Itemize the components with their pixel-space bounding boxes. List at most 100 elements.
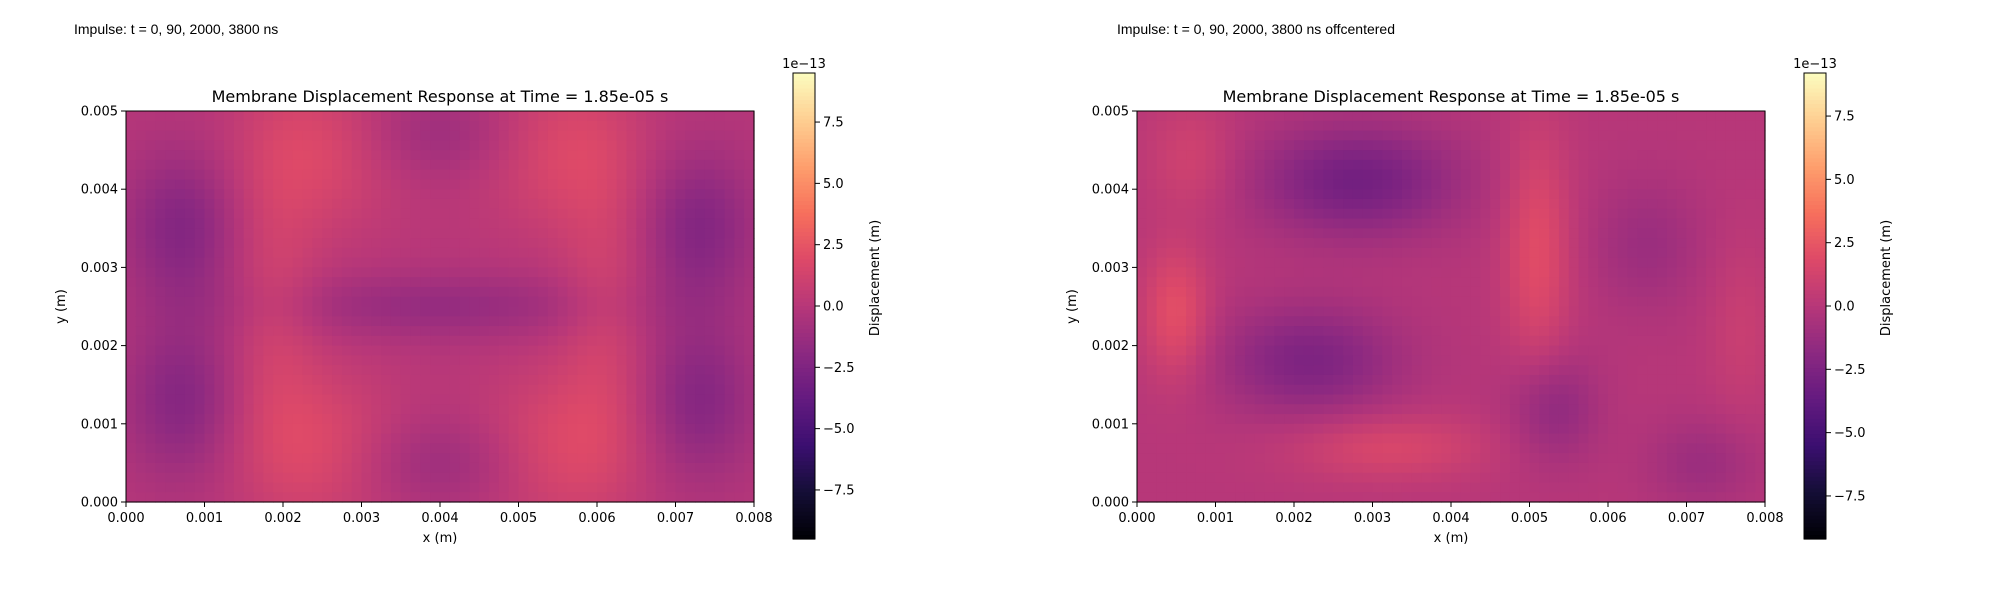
heatmap-cell xyxy=(1490,140,1501,151)
heatmap-cell xyxy=(390,130,402,141)
heatmap-cell xyxy=(1362,355,1374,366)
heatmap-cell xyxy=(233,423,245,435)
heatmap-cell xyxy=(1549,169,1560,181)
heatmap-cell xyxy=(744,277,755,288)
heatmap-cell xyxy=(1146,277,1158,288)
heatmap-cell xyxy=(410,433,421,444)
heatmap-cell xyxy=(1303,179,1315,190)
heatmap-cell xyxy=(1401,423,1413,435)
heatmap-cell xyxy=(1431,140,1442,151)
heatmap-cell xyxy=(381,228,392,239)
heatmap-cell xyxy=(1254,414,1266,425)
heatmap-cell xyxy=(302,384,314,396)
heatmap-cell xyxy=(1578,111,1589,122)
heatmap-cell xyxy=(1274,355,1285,366)
heatmap-cell xyxy=(390,423,402,435)
heatmap-cell xyxy=(322,374,333,386)
heatmap-cell xyxy=(489,345,500,356)
heatmap-cell xyxy=(341,296,353,308)
heatmap-cell xyxy=(1333,257,1344,269)
heatmap-cell xyxy=(1372,111,1383,122)
heatmap-cell xyxy=(1451,306,1462,317)
heatmap-cell xyxy=(440,150,451,161)
heatmap-cell xyxy=(724,257,735,269)
heatmap-cell xyxy=(714,462,726,474)
heatmap-cell xyxy=(243,374,255,386)
heatmap-cell xyxy=(1617,286,1629,298)
heatmap-cell xyxy=(1617,228,1629,239)
heatmap-cell xyxy=(646,179,657,190)
heatmap-cell xyxy=(734,286,745,298)
heatmap-cell xyxy=(1509,355,1521,366)
heatmap-cell xyxy=(214,247,225,259)
heatmap-cell xyxy=(243,238,255,249)
heatmap-cell xyxy=(1401,189,1413,200)
heatmap-cell xyxy=(655,169,667,181)
heatmap-cell xyxy=(724,238,735,249)
heatmap-cell xyxy=(273,247,284,259)
heatmap-cell xyxy=(1431,462,1442,474)
heatmap-cell xyxy=(126,277,137,288)
heatmap-cell xyxy=(440,355,451,366)
heatmap-cell xyxy=(263,150,274,161)
heatmap-cell xyxy=(1509,228,1521,239)
heatmap-cell xyxy=(1539,472,1550,484)
heatmap-cell xyxy=(410,120,421,132)
heatmap-cell xyxy=(1568,443,1580,454)
heatmap-cell xyxy=(204,414,215,425)
heatmap-cell xyxy=(1686,257,1697,269)
heatmap-cell xyxy=(155,384,166,396)
heatmap-cell xyxy=(1382,472,1393,484)
heatmap-cell xyxy=(557,492,569,503)
heatmap-cell xyxy=(646,365,657,376)
heatmap-cell xyxy=(449,267,461,278)
heatmap-cell xyxy=(1431,414,1442,425)
heatmap-cell xyxy=(1539,384,1550,396)
heatmap-cell xyxy=(361,423,372,435)
heatmap-cell xyxy=(704,228,716,239)
heatmap-cell xyxy=(1294,414,1305,425)
heatmap-cell xyxy=(1156,198,1168,210)
heatmap-cell xyxy=(1421,169,1432,181)
heatmap-cell xyxy=(361,462,372,474)
heatmap-cell xyxy=(567,306,578,317)
heatmap-cell xyxy=(1294,404,1305,415)
heatmap-cell xyxy=(675,257,686,269)
heatmap-cell xyxy=(361,326,372,337)
heatmap-cell xyxy=(1578,326,1589,337)
heatmap-cell xyxy=(1264,316,1275,327)
heatmap-cell xyxy=(175,198,186,210)
heatmap-cell xyxy=(204,374,215,386)
heatmap-cell xyxy=(1460,159,1472,171)
heatmap-cell xyxy=(587,198,598,210)
heatmap-cell xyxy=(479,423,490,435)
heatmap-cell xyxy=(1470,345,1482,356)
heatmap-cell xyxy=(1451,374,1462,386)
heatmap-cell xyxy=(233,111,245,122)
heatmap-cell xyxy=(597,169,608,181)
heatmap-cell xyxy=(302,326,314,337)
heatmap-cell xyxy=(1205,150,1217,161)
heatmap-cell xyxy=(155,238,166,249)
heatmap-cell xyxy=(263,404,274,415)
heatmap-cell xyxy=(655,462,667,474)
heatmap-cell xyxy=(184,365,196,376)
heatmap-cell xyxy=(243,433,255,444)
heatmap-cell xyxy=(636,228,647,239)
colorbar-swatch xyxy=(793,88,815,94)
heatmap-cell xyxy=(1254,326,1266,337)
heatmap-cell xyxy=(1529,345,1540,356)
heatmap-cell xyxy=(1558,394,1570,405)
heatmap-cell xyxy=(1451,189,1462,200)
heatmap-cell xyxy=(528,316,539,327)
heatmap-cell xyxy=(1166,316,1177,327)
heatmap-cell xyxy=(1323,443,1334,454)
heatmap-cell xyxy=(1205,472,1217,484)
heatmap-cell xyxy=(744,218,755,229)
heatmap-cell xyxy=(1519,414,1531,425)
heatmap-cell xyxy=(1294,208,1305,220)
heatmap-cell xyxy=(1421,472,1432,484)
heatmap-cell xyxy=(165,316,176,327)
heatmap-cell xyxy=(1578,384,1589,396)
heatmap-cell xyxy=(695,159,706,171)
